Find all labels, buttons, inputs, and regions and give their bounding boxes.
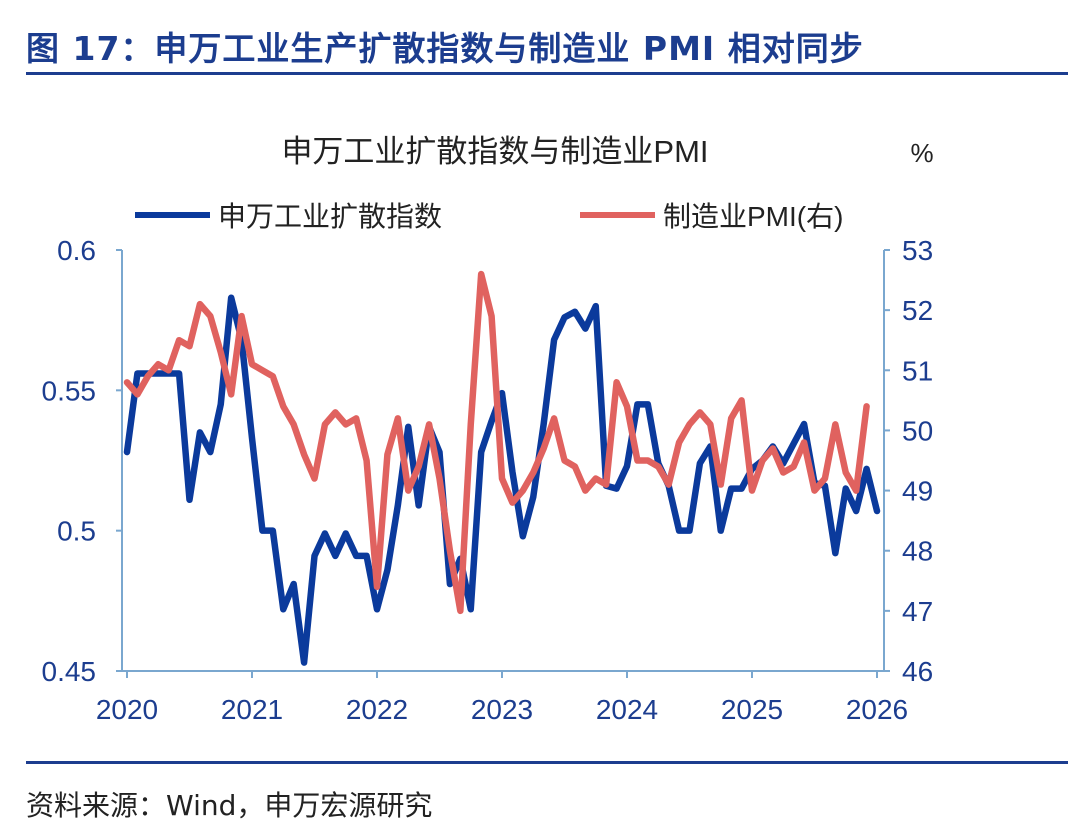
right-axis-tick-label: 47 [902, 596, 933, 627]
legend-label-blue: 申万工业扩散指数 [218, 201, 442, 232]
x-axis-tick-label: 2021 [221, 694, 283, 725]
chart: 申万工业扩散指数与制造业PMI % 申万工业扩散指数 制造业PMI(右) 0.4… [42, 134, 934, 725]
right-axis-unit: % [910, 138, 933, 168]
x-axis-tick-label: 2026 [846, 694, 908, 725]
left-axis-tick-label: 0.45 [42, 656, 97, 687]
right-axis-tick-label: 51 [902, 355, 933, 386]
figure-title: 图 17：申万工业生产扩散指数与制造业 PMI 相对同步 [26, 29, 864, 68]
x-axis-tick-label: 2020 [96, 694, 158, 725]
left-axis-tick-label: 0.6 [57, 235, 96, 266]
right-axis-tick-label: 48 [902, 536, 933, 567]
x-axis-tick-label: 2024 [596, 694, 658, 725]
series-line-pmi [123, 270, 870, 615]
x-axis-tick-label: 2022 [346, 694, 408, 725]
chart-title: 申万工业扩散指数与制造业PMI [281, 134, 708, 169]
left-axis-tick-label: 0.55 [42, 375, 97, 406]
right-axis-tick-label: 53 [902, 235, 933, 266]
right-axis-tick-label: 46 [902, 656, 933, 687]
source-note: 资料来源：Wind，申万宏源研究 [26, 789, 433, 822]
title-divider [26, 72, 1068, 75]
left-axis-tick-label: 0.5 [57, 516, 96, 547]
legend-label-red: 制造业PMI(右) [663, 201, 843, 232]
footer-divider [26, 761, 1068, 764]
legend: 申万工业扩散指数 制造业PMI(右) [135, 201, 843, 232]
right-axis-tick-label: 52 [902, 295, 933, 326]
right-axis-tick-label: 49 [902, 476, 933, 507]
x-axis-tick-label: 2023 [471, 694, 533, 725]
x-axis-tick-label: 2025 [721, 694, 783, 725]
right-axis-tick-label: 50 [902, 415, 933, 446]
